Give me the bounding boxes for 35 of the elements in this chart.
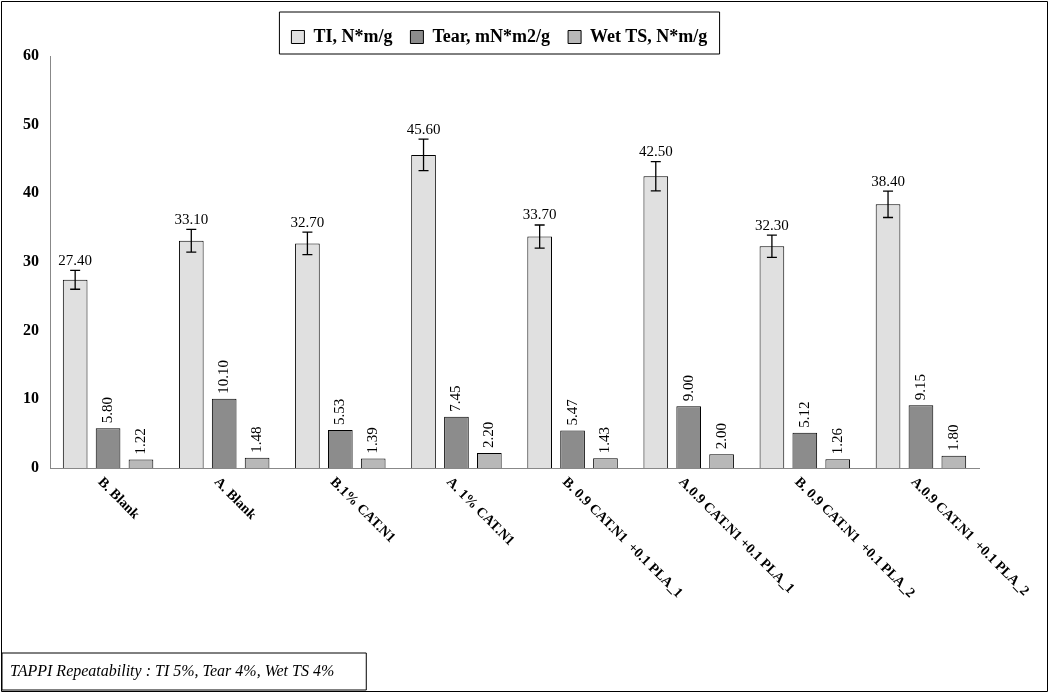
data-label: 1.22 xyxy=(131,428,148,455)
y-tick-label: 0 xyxy=(31,458,39,476)
data-label: 1.80 xyxy=(944,424,961,451)
data-label: 10.10 xyxy=(215,359,232,394)
data-label: 7.45 xyxy=(447,385,464,412)
data-label: 1.48 xyxy=(248,426,265,453)
legend-label: Tear, mN*m2/g xyxy=(432,25,551,46)
data-label: 1.26 xyxy=(828,427,845,455)
data-label: 5.12 xyxy=(795,401,812,428)
data-label: 9.15 xyxy=(911,373,928,401)
data-label: 9.00 xyxy=(679,374,696,402)
legend-label: TI, N*m/g xyxy=(313,25,393,46)
data-label: 33.10 xyxy=(174,210,209,227)
y-tick-label: 10 xyxy=(23,389,39,407)
data-label: 5.53 xyxy=(331,398,348,426)
data-label: 32.30 xyxy=(755,216,789,233)
data-label: 1.39 xyxy=(364,427,381,454)
data-label: 2.20 xyxy=(480,421,497,448)
data-label: 45.60 xyxy=(406,120,441,137)
y-tick-label: 20 xyxy=(23,320,39,338)
y-tick-label: 30 xyxy=(23,252,39,270)
data-label: 2.00 xyxy=(712,423,729,450)
data-label: 38.40 xyxy=(871,172,905,189)
text: TAPPI Repeatability : TI 5%, Tear 4%, Wet TS 4% xyxy=(10,662,335,681)
data-label: 5.47 xyxy=(563,398,580,426)
legend-label: Wet TS, N*m/g xyxy=(590,25,708,46)
y-tick-label: 60 xyxy=(23,46,39,64)
y-tick-label: 40 xyxy=(23,183,39,201)
data-label: 42.50 xyxy=(638,142,673,159)
data-label: 5.80 xyxy=(99,396,115,424)
data-label: 32.70 xyxy=(290,213,325,230)
y-tick-label: 50 xyxy=(23,114,39,132)
data-label: 27.40 xyxy=(58,251,93,268)
data-label: 33.70 xyxy=(522,206,557,223)
data-label: 1.43 xyxy=(596,426,613,454)
